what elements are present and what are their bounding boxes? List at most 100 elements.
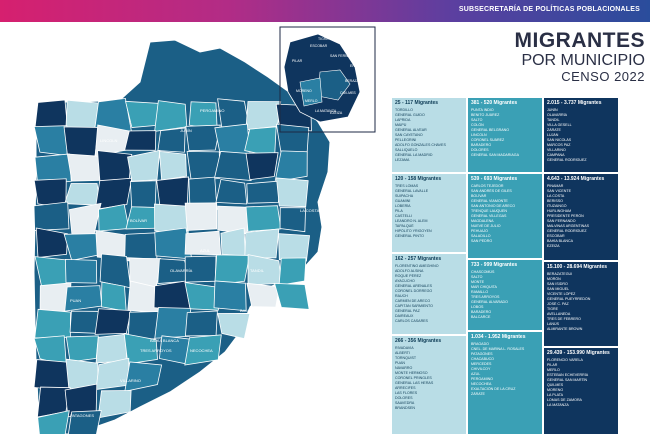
district-tile: [158, 150, 187, 181]
legend-item: MONTE: [471, 280, 484, 284]
district-tile: [274, 282, 310, 310]
legend-item: PELLEGRINI: [395, 138, 417, 142]
legend-item: GENERAL ARENALES: [395, 284, 433, 288]
legend-block: 15.100 - 28.694 Migrantes BERAZATEGUI MORÓ…: [544, 262, 618, 346]
inset-label: ESCOBAR: [310, 44, 328, 48]
district-tile: [67, 410, 102, 434]
legend-item: BENITO JUÁREZ: [471, 113, 500, 117]
district-tile: [215, 179, 248, 205]
legend-range: 15.100 - 28.694 Migrantes: [547, 264, 608, 270]
district-tile: [278, 257, 307, 286]
legend-block: 539 - 693 Migrantes CARLOS TEJEDOR SAN AND…: [468, 174, 542, 258]
legend-item: MONTE HERMOSO: [395, 371, 428, 375]
legend-item: MORÓN: [547, 277, 561, 281]
legend-item: DOLORES: [471, 148, 489, 152]
legend-item: SAAVEDRA: [395, 401, 415, 405]
legend-item: SAN VICENTE: [547, 189, 571, 193]
legend-item: AYACUCHO: [395, 279, 415, 283]
legend-item: GENERAL SAN MARTÍN: [547, 378, 588, 382]
legend-item: GENERAL PAZ: [395, 309, 420, 313]
district-tile: [33, 359, 72, 393]
legend-item: RIVADAVIA: [395, 346, 414, 350]
district-tile: [124, 232, 160, 260]
district-tile: [186, 151, 221, 182]
map-label: BALCARCE: [240, 308, 262, 313]
inset-label: QUILMES: [340, 91, 356, 95]
legend-item: ZÁRATE: [547, 128, 561, 132]
legend-item: MAGDALENA: [471, 219, 494, 223]
map-label: JUNÍN: [180, 128, 192, 133]
district-tile: [129, 180, 157, 209]
legend-item: LEANDRO N. ALEM: [395, 219, 428, 223]
map-label: BOLÍVAR: [130, 218, 147, 223]
legend-item: TIGRE: [547, 307, 558, 311]
legend-item: GENERAL ALVARADO: [471, 300, 508, 304]
map-label: AZUL: [200, 248, 211, 253]
district-tile: [65, 335, 99, 363]
legend-item: GENERAL VIAMONTE: [471, 199, 508, 203]
legend-item: PINAMAR: [547, 184, 564, 188]
district-tile: [37, 410, 70, 434]
legend-item: ALMIRANTE BROWN: [547, 327, 583, 331]
legend-range: 733 - 999 Migrantes: [471, 262, 518, 268]
inset-label: BERAZATEGUI: [345, 79, 369, 83]
map-label: PUAN: [70, 298, 81, 303]
legend-item: LOBOS: [471, 305, 484, 309]
legend-block: 381 - 520 Migrantes PUNTA INDIO BENITO JUÁ…: [468, 98, 542, 172]
legend-item: PUAN: [395, 361, 405, 365]
legend-item: ADOLFO GONZALES CHAVES: [395, 143, 446, 147]
legend-range: 162 - 257 Migrantes: [395, 256, 442, 262]
district-tiles: [33, 97, 312, 434]
district-tile: [184, 202, 218, 231]
district-tile: [33, 201, 70, 231]
legend-item: LA PLATA: [547, 393, 564, 397]
legend-block: 2.015 - 3.737 Migrantes JUNÍN OLAVARRÍA TAN…: [544, 98, 618, 172]
inset-label: PILAR: [292, 59, 303, 63]
legend-item: SAN CAYETANO: [395, 133, 423, 137]
legend-item: OLAVARRÍA: [547, 113, 568, 117]
map-label: TRES ARROYOS: [140, 348, 172, 353]
map-labels: BAHÍA BLANCA VILLARINO PATAGONES TANDIL AZUL…: [70, 108, 320, 418]
district-tile: [127, 149, 161, 182]
legend-item: DOLORES: [395, 396, 413, 400]
district-tile: [244, 228, 280, 259]
legend-item: CAMPANA: [547, 153, 565, 157]
legend-item: SAN ANDRÉS DE GILES: [471, 189, 512, 193]
district-tile: [154, 307, 192, 339]
inset-label: TIGRE: [318, 37, 329, 41]
legend-item: PUNTA INDIO: [471, 108, 494, 112]
legend-item: SAN NICOLÁS: [547, 138, 572, 142]
district-tile: [127, 311, 161, 340]
legend-item: TORNQUIST: [395, 356, 417, 360]
district-tile: [35, 227, 69, 258]
legend-column-1: 25 - 117 Migrantes TORDILLO GENERAL GUIDO L…: [392, 98, 466, 434]
legend-item: CASTELLI: [395, 214, 412, 218]
inset-label: EZEIZA: [330, 111, 343, 115]
title-main: MIGRANTES: [514, 29, 645, 52]
legend-range: 4.643 - 13.924 Migrantes: [547, 176, 605, 182]
legend-item: BERISSO: [547, 199, 563, 203]
legend-item: TRES DE FEBRERO: [547, 317, 581, 321]
legend-item: VILLARINO: [547, 148, 566, 152]
legend-item: SAN ISIDRO: [547, 282, 568, 286]
legend-item: LUJÁN: [547, 133, 559, 137]
inset-label: MORENO: [296, 89, 312, 93]
legend-item: GENERAL PUEYRREDÓN: [547, 297, 591, 301]
legend-item: SALADILLO: [471, 234, 491, 238]
legend-item: AZUL: [471, 372, 481, 376]
legend-item: TANDIL: [547, 118, 560, 122]
legend-item: LA MATANZA: [547, 403, 569, 407]
district-tile: [213, 280, 247, 312]
legend-item: TRENQUE LAUQUEN: [471, 209, 507, 213]
map-label: TANDIL: [250, 268, 265, 273]
district-tile: [64, 258, 98, 284]
legend-item: ITUZAINGÓ: [547, 204, 567, 208]
legend-item: ESTEBAN ECHEVERRÍA: [547, 373, 589, 377]
district-tile: [184, 334, 222, 366]
legend-item: ARRECIFES: [395, 386, 416, 390]
legend-block: 4.643 - 13.924 Migrantes PINAMAR SAN VICEN…: [544, 174, 618, 260]
legend-item: TORDILLO: [395, 108, 413, 112]
inset-label: LA MATANZA: [315, 109, 337, 113]
legend-column-2: 381 - 520 Migrantes PUNTA INDIO BENITO JUÁ…: [468, 98, 542, 434]
legend-item: LOBERÍA: [395, 204, 411, 208]
